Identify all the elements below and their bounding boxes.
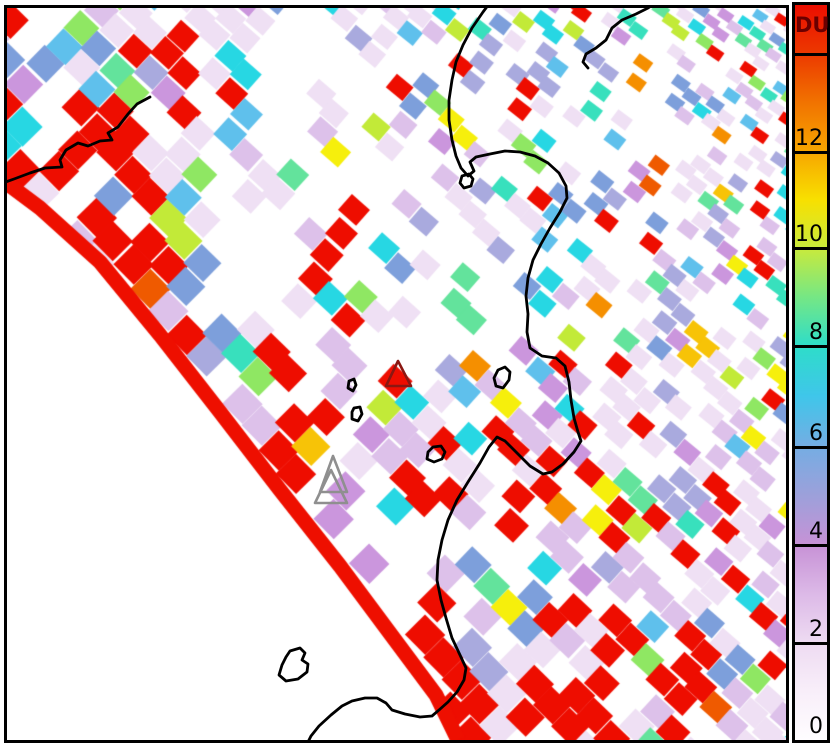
colorbar-tick-label-0: 0 xyxy=(809,714,823,739)
colorbar-tick-line-12 xyxy=(795,151,827,154)
colorbar-tick-line-4 xyxy=(795,544,827,547)
satellite-pixel-canvas xyxy=(7,8,786,740)
colorbar-tick-label-6: 6 xyxy=(809,421,823,446)
colorbar-tick-line-2 xyxy=(795,642,827,645)
colorbar-tick-label-8: 8 xyxy=(809,320,823,345)
colorbar-ticks: 12 10 8 6 4 2 0 xyxy=(795,5,827,740)
colorbar-tick-label-12: 12 xyxy=(795,126,823,151)
colorbar-gradient xyxy=(795,5,827,740)
colorbar-tick-line-10 xyxy=(795,247,827,250)
colorbar: 12 10 8 6 4 2 0 DU xyxy=(792,2,830,743)
map-plot xyxy=(4,5,789,743)
colorbar-tick-line-8 xyxy=(795,345,827,348)
colorbar-tick-line-14 xyxy=(795,53,827,56)
colorbar-tick-line-6 xyxy=(795,446,827,449)
colorbar-tick-label-2: 2 xyxy=(809,617,823,642)
colorbar-inner: 12 10 8 6 4 2 0 DU xyxy=(795,5,830,740)
colorbar-tick-label-4: 4 xyxy=(809,519,823,544)
colorbar-tick-label-10: 10 xyxy=(795,222,823,247)
colorbar-unit-label: DU xyxy=(795,13,830,37)
